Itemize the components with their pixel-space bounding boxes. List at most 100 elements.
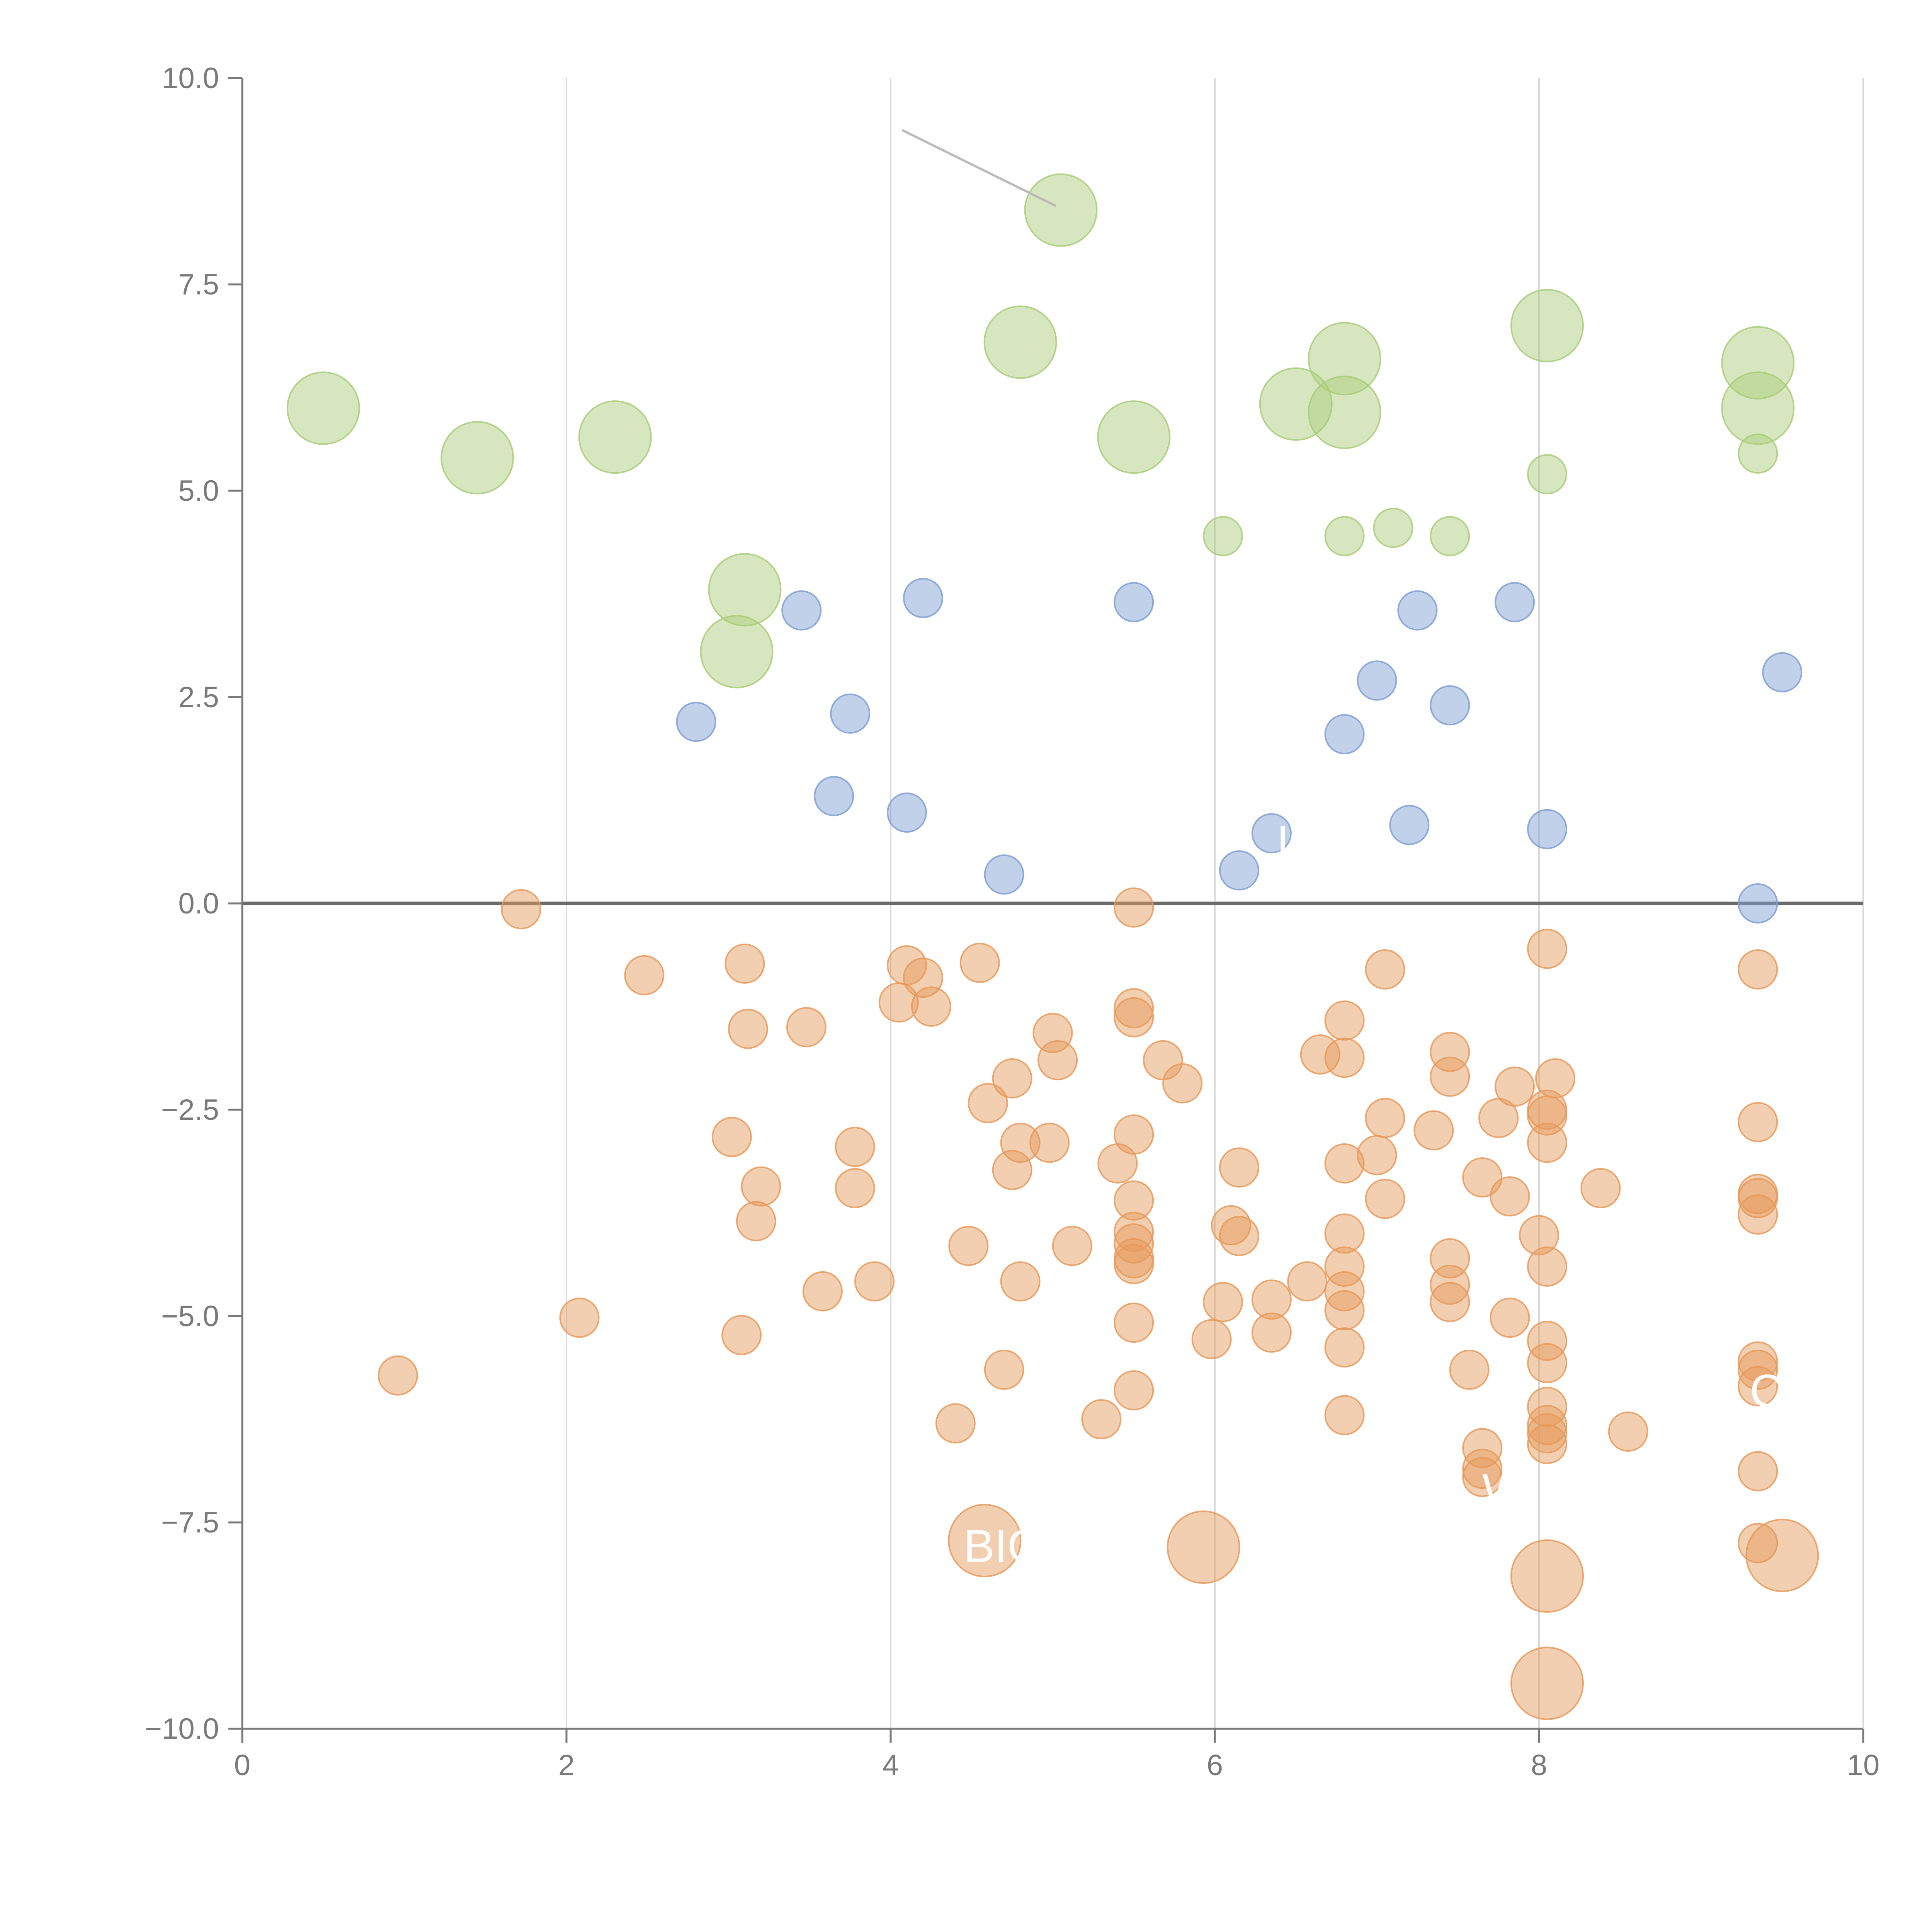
point-orange-12 xyxy=(1114,988,1154,1029)
point-orange-48 xyxy=(741,1166,781,1207)
point-orange-75 xyxy=(802,1271,843,1311)
point-large-green-3 xyxy=(1024,173,1098,247)
point-orange-41 xyxy=(1357,1135,1397,1175)
point-blue-7 xyxy=(830,693,871,734)
point-large-green-11 xyxy=(1721,371,1795,445)
point-orange-43 xyxy=(1324,1143,1365,1184)
point-orange-85 xyxy=(1191,1319,1232,1359)
point-orange-90 xyxy=(1738,1349,1778,1390)
point-orange-54 xyxy=(1114,1180,1154,1221)
point-blue-14 xyxy=(1527,809,1567,849)
point-orange-63 xyxy=(948,1226,989,1266)
point-large-green-6 xyxy=(1259,367,1333,441)
point-orange-49 xyxy=(835,1168,875,1208)
point-orange-81 xyxy=(1490,1298,1530,1338)
annotation-label-1: W xyxy=(1482,1464,1526,1516)
y-tick-label-7: −7.5 xyxy=(161,1506,219,1539)
point-orange-9 xyxy=(624,955,665,995)
point-blue-18 xyxy=(1738,883,1778,923)
point-orange-56 xyxy=(736,1201,776,1242)
x-tick-label-0: 0 xyxy=(234,1749,250,1782)
point-orange-86 xyxy=(1527,1321,1567,1361)
point-orange-10 xyxy=(878,982,919,1023)
x-tick-label-2: 4 xyxy=(883,1749,899,1782)
point-orange-66 xyxy=(1114,1238,1154,1279)
point-blue-10 xyxy=(1324,714,1365,755)
point-orange-59 xyxy=(1324,1213,1365,1254)
point-orange-106 xyxy=(1738,1451,1778,1492)
point-orange-71 xyxy=(854,1261,895,1302)
point-orange-82 xyxy=(1114,1303,1154,1343)
point-small-green-4 xyxy=(1373,508,1413,548)
point-large-green-8 xyxy=(1308,376,1381,449)
point-orange-93 xyxy=(378,1355,418,1396)
point-large-green-9 xyxy=(1510,289,1584,362)
annotation-label-3: I xyxy=(1276,816,1289,868)
annotation-label-0: BIO xyxy=(964,1520,1044,1572)
point-orange-73 xyxy=(1430,1264,1470,1305)
point-large-green-13 xyxy=(700,615,774,689)
point-blue-4 xyxy=(1495,582,1535,622)
point-orange-40 xyxy=(1527,1122,1567,1163)
x-tick-label-3: 6 xyxy=(1207,1749,1223,1782)
point-small-green-2 xyxy=(1202,516,1243,556)
point-large-green-5 xyxy=(1097,400,1171,474)
point-orange-70 xyxy=(1287,1261,1328,1302)
point-blue-5 xyxy=(1762,652,1803,692)
point-orange-16 xyxy=(786,1007,827,1048)
point-blue-8 xyxy=(1357,660,1397,701)
point-orange-64 xyxy=(1052,1226,1092,1266)
point-orange-15 xyxy=(728,1009,768,1049)
point-large-green-4 xyxy=(983,305,1057,379)
point-small-green-0 xyxy=(1527,454,1567,495)
point-orange-108 xyxy=(1738,1523,1778,1563)
point-orange-83 xyxy=(1251,1312,1292,1353)
point-blue-16 xyxy=(1219,850,1259,891)
point-orange-2 xyxy=(1527,929,1567,969)
point-blue-3 xyxy=(1397,590,1438,631)
point-orange-101 xyxy=(1527,1413,1567,1454)
point-orange-87 xyxy=(1324,1327,1365,1368)
point-orange-57 xyxy=(1211,1205,1251,1246)
point-orange-104 xyxy=(1462,1428,1503,1468)
point-orange-38 xyxy=(1029,1122,1070,1163)
point-orange-14 xyxy=(1324,1000,1365,1041)
point-orange-72 xyxy=(1000,1261,1041,1302)
point-orange-32 xyxy=(1365,1098,1405,1138)
point-orange-28 xyxy=(968,1083,1008,1123)
x-tick-label-1: 2 xyxy=(558,1749,575,1782)
y-tick-label-1: 7.5 xyxy=(178,268,219,301)
point-large-green-12 xyxy=(708,553,782,627)
point-orange-25 xyxy=(1430,1056,1470,1097)
point-orange-99 xyxy=(935,1403,976,1444)
point-large-orange-1 xyxy=(1167,1510,1240,1584)
point-blue-15 xyxy=(1251,813,1292,854)
point-orange-5 xyxy=(959,942,1000,983)
point-orange-77 xyxy=(1202,1282,1243,1322)
y-tick-label-5: −2.5 xyxy=(161,1094,219,1126)
point-large-orange-3 xyxy=(1745,1519,1819,1592)
point-orange-79 xyxy=(1324,1290,1365,1331)
point-large-orange-0 xyxy=(948,1503,1022,1577)
point-blue-11 xyxy=(814,776,854,816)
point-blue-1 xyxy=(903,578,943,618)
point-orange-78 xyxy=(1430,1282,1470,1322)
point-orange-91 xyxy=(984,1349,1024,1390)
point-large-green-2 xyxy=(578,400,652,474)
point-orange-31 xyxy=(1478,1098,1519,1138)
point-large-orange-4 xyxy=(1510,1646,1584,1720)
point-orange-0 xyxy=(501,889,541,929)
point-large-green-7 xyxy=(1308,322,1381,396)
point-orange-24 xyxy=(992,1058,1032,1099)
axes: 0 2 4 6 8 10 10.0 7.5 5.0 2.5 0.0 −2.5 −5.0 −7.5 −10.0 xyxy=(145,62,1880,1782)
point-blue-17 xyxy=(984,854,1024,895)
point-orange-51 xyxy=(1738,1178,1778,1218)
point-orange-60 xyxy=(1519,1215,1559,1255)
point-orange-4 xyxy=(1365,949,1405,990)
point-orange-29 xyxy=(1527,1090,1567,1130)
annotation-line-0 xyxy=(901,129,1057,207)
point-orange-47 xyxy=(1580,1168,1621,1208)
point-large-green-1 xyxy=(440,421,514,495)
point-orange-20 xyxy=(1324,1037,1365,1078)
point-blue-13 xyxy=(1389,805,1430,845)
